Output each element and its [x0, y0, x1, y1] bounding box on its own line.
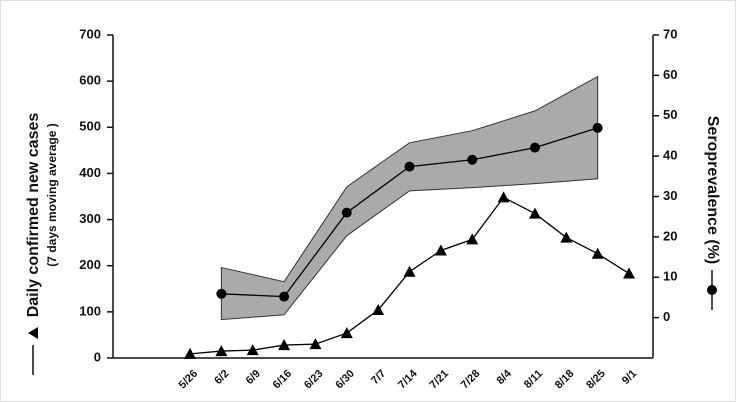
y2-tick-label: 70: [663, 26, 677, 41]
point: [341, 207, 352, 218]
x-tick-label: 7/14: [396, 367, 420, 391]
x-tick-label: 6/23: [302, 368, 326, 392]
x-tick-label: 8/25: [584, 368, 608, 392]
x-tick-label: 6/30: [333, 368, 357, 392]
y-tick-label: 0: [94, 349, 101, 364]
x-tick-label: 9/1: [620, 368, 639, 387]
y-tick-label: 300: [79, 211, 101, 226]
x-tick-label: 6/9: [244, 368, 263, 387]
point: [278, 339, 291, 351]
x-tick-label: 8/18: [553, 368, 577, 392]
x-tick-label: 6/2: [212, 368, 231, 387]
y-tick-label: 600: [79, 73, 101, 88]
y-tick-label: 200: [79, 257, 101, 272]
point: [466, 233, 479, 245]
x-tick-label: 8/4: [494, 367, 514, 387]
y2-axis-label: Seroprevalence (%): [704, 116, 721, 265]
y2-tick-label: 0: [663, 309, 670, 324]
point: [623, 267, 636, 279]
y-axis-label: Daily confirmed new cases: [25, 113, 42, 318]
y2-tick-label: 20: [663, 228, 677, 243]
x-tick-label: 7/7: [369, 368, 388, 387]
point: [529, 142, 540, 153]
x-tick-label: 6/16: [271, 368, 295, 392]
confidence-band: [220, 75, 599, 321]
y-tick-label: 100: [79, 303, 101, 318]
y-tick-label: 700: [79, 26, 101, 41]
point: [434, 244, 447, 256]
point: [403, 265, 416, 277]
y2-tick-label: 40: [663, 148, 677, 163]
point: [309, 338, 322, 350]
y2-legend-icon: [707, 270, 717, 310]
x-tick-label: 7/21: [427, 368, 451, 392]
y2-tick-label: 50: [663, 107, 677, 122]
point: [497, 191, 510, 203]
point: [340, 327, 353, 339]
y-axis-sublabel: (7 days moving average ): [45, 123, 59, 266]
point: [246, 344, 259, 356]
point: [591, 247, 604, 259]
x-tick-label: 5/26: [177, 368, 201, 392]
point: [279, 291, 290, 302]
y2-tick-label: 60: [663, 67, 677, 82]
point: [528, 207, 541, 219]
y-tick-label: 500: [79, 119, 101, 134]
point: [404, 161, 415, 172]
x-tick-label: 7/28: [459, 368, 483, 392]
point: [184, 347, 196, 359]
x-tick-label: 8/11: [522, 368, 545, 391]
y-legend-icon: [28, 327, 38, 375]
point: [372, 304, 385, 316]
point: [215, 345, 228, 357]
point: [216, 288, 227, 299]
y2-tick-label: 10: [663, 269, 677, 284]
y2-tick-label: 30: [663, 188, 677, 203]
point: [592, 122, 603, 133]
y-tick-label: 400: [79, 165, 101, 180]
point: [560, 231, 573, 243]
point: [467, 154, 478, 165]
